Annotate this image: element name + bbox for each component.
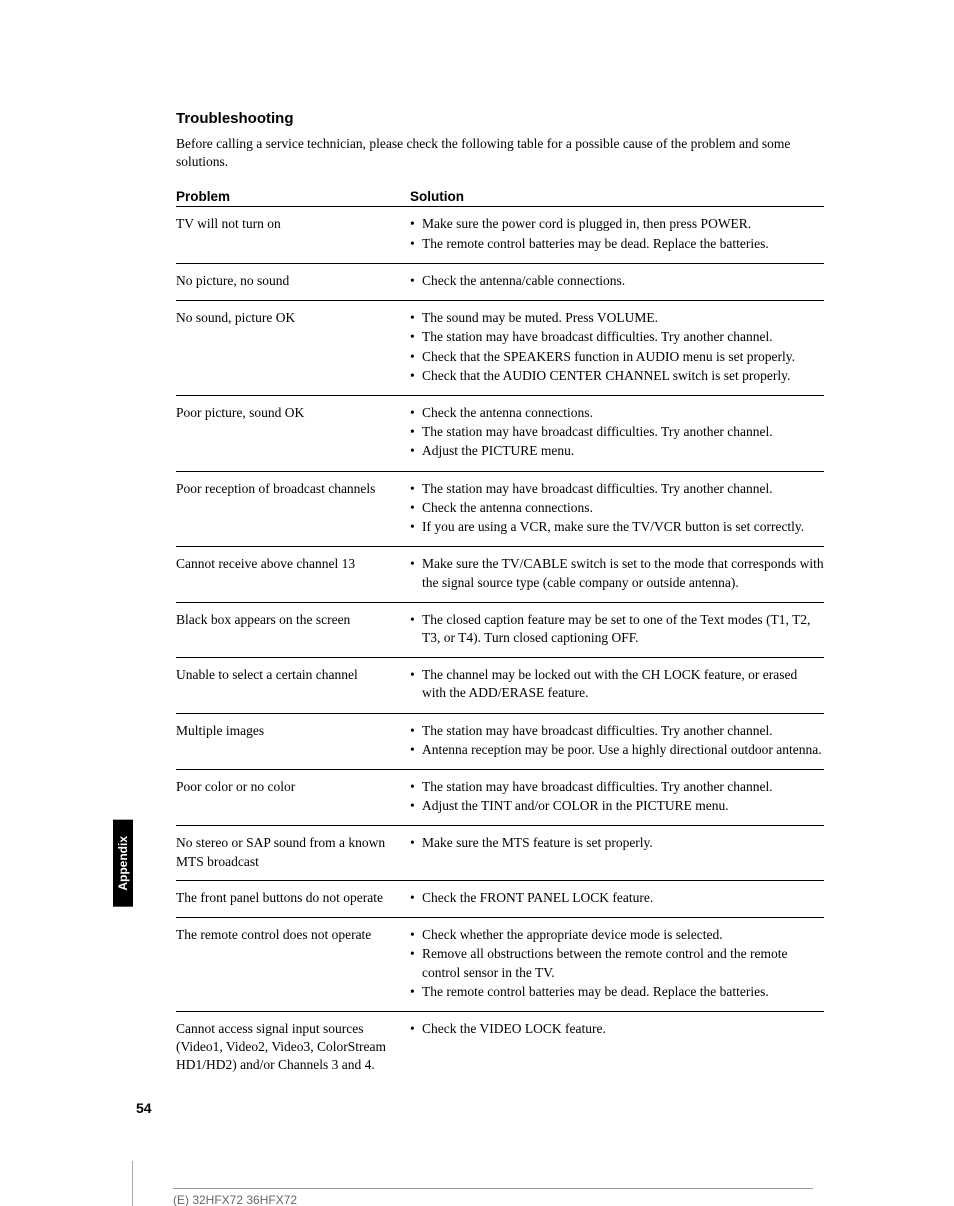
table-row: Poor color or no colorThe station may ha… (176, 770, 824, 826)
solution-item: Check that the AUDIO CENTER CHANNEL swit… (410, 367, 824, 385)
intro-text: Before calling a service technician, ple… (176, 135, 824, 171)
solution-item: Remove all obstructions between the remo… (410, 945, 824, 981)
problem-cell: Poor picture, sound OK (176, 404, 410, 462)
solution-item: The remote control batteries may be dead… (410, 983, 824, 1001)
problem-cell: The front panel buttons do not operate (176, 889, 410, 908)
solution-item: If you are using a VCR, make sure the TV… (410, 518, 824, 536)
solution-cell: The closed caption feature may be set to… (410, 611, 824, 648)
table-row: No sound, picture OKThe sound may be mut… (176, 301, 824, 396)
solution-item: Check the antenna connections. (410, 499, 824, 517)
solution-item: Check whether the appropriate device mod… (410, 926, 824, 944)
solution-cell: Check the VIDEO LOCK feature. (410, 1020, 824, 1075)
table-row: Unable to select a certain channelThe ch… (176, 658, 824, 713)
solution-item: Check the FRONT PANEL LOCK feature. (410, 889, 824, 907)
problem-cell: Cannot access signal input sources (Vide… (176, 1020, 410, 1075)
solution-item: The sound may be muted. Press VOLUME. (410, 309, 824, 327)
problem-cell: No stereo or SAP sound from a known MTS … (176, 834, 410, 870)
problem-cell: No sound, picture OK (176, 309, 410, 386)
table-row: The front panel buttons do not operateCh… (176, 881, 824, 918)
table-row: No stereo or SAP sound from a known MTS … (176, 826, 824, 880)
solution-cell: The station may have broadcast difficult… (410, 722, 824, 760)
problem-cell: TV will not turn on (176, 215, 410, 253)
solution-item: Check that the SPEAKERS function in AUDI… (410, 348, 824, 366)
solution-item: Adjust the PICTURE menu. (410, 442, 824, 460)
solution-cell: The station may have broadcast difficult… (410, 480, 824, 538)
solution-item: Make sure the MTS feature is set properl… (410, 834, 824, 852)
table-row: The remote control does not operateCheck… (176, 918, 824, 1012)
solution-item: The station may have broadcast difficult… (410, 722, 824, 740)
solution-item: The station may have broadcast difficult… (410, 480, 824, 498)
solution-item: Check the VIDEO LOCK feature. (410, 1020, 824, 1038)
solution-cell: The station may have broadcast difficult… (410, 778, 824, 816)
appendix-tab: Appendix (113, 820, 133, 907)
solution-cell: The channel may be locked out with the C… (410, 666, 824, 703)
solution-item: The channel may be locked out with the C… (410, 666, 824, 702)
solution-item: The station may have broadcast difficult… (410, 423, 824, 441)
problem-cell: The remote control does not operate (176, 926, 410, 1002)
table-header-row: Problem Solution (176, 189, 824, 207)
solution-cell: Make sure the TV/CABLE switch is set to … (410, 555, 824, 592)
header-solution: Solution (410, 189, 464, 204)
solution-item: The closed caption feature may be set to… (410, 611, 824, 647)
problem-cell: Unable to select a certain channel (176, 666, 410, 703)
solution-item: Adjust the TINT and/or COLOR in the PICT… (410, 797, 824, 815)
table-row: Poor reception of broadcast channelsThe … (176, 472, 824, 548)
header-problem: Problem (176, 189, 410, 204)
troubleshooting-heading: Troubleshooting (176, 110, 824, 127)
solution-item: The remote control batteries may be dead… (410, 235, 824, 253)
solution-cell: Check whether the appropriate device mod… (410, 926, 824, 1002)
table-row: Black box appears on the screenThe close… (176, 603, 824, 658)
table-row: TV will not turn onMake sure the power c… (176, 207, 824, 263)
solution-item: The station may have broadcast difficult… (410, 778, 824, 796)
problem-cell: Poor color or no color (176, 778, 410, 816)
page-number: 54 (136, 1100, 152, 1116)
problem-cell: Poor reception of broadcast channels (176, 480, 410, 538)
table-row: Poor picture, sound OKCheck the antenna … (176, 396, 824, 472)
table-row: Multiple imagesThe station may have broa… (176, 714, 824, 770)
solution-item: Make sure the TV/CABLE switch is set to … (410, 555, 824, 591)
problem-cell: Cannot receive above channel 13 (176, 555, 410, 592)
table-row: No picture, no soundCheck the antenna/ca… (176, 264, 824, 301)
problem-cell: No picture, no sound (176, 272, 410, 291)
table-row: Cannot access signal input sources (Vide… (176, 1012, 824, 1084)
solution-cell: The sound may be muted. Press VOLUME.The… (410, 309, 824, 386)
solution-item: Check the antenna connections. (410, 404, 824, 422)
solution-item: Check the antenna/cable connections. (410, 272, 824, 290)
solution-cell: Check the antenna connections.The statio… (410, 404, 824, 462)
solution-cell: Make sure the MTS feature is set properl… (410, 834, 824, 870)
table-row: Cannot receive above channel 13Make sure… (176, 547, 824, 602)
solution-cell: Check the FRONT PANEL LOCK feature. (410, 889, 824, 908)
problem-cell: Black box appears on the screen (176, 611, 410, 648)
problem-cell: Multiple images (176, 722, 410, 760)
solution-cell: Make sure the power cord is plugged in, … (410, 215, 824, 253)
solution-item: Antenna reception may be poor. Use a hig… (410, 741, 824, 759)
footer-text: (E) 32HFX72 36HFX72 (173, 1188, 813, 1206)
troubleshooting-table-body: TV will not turn onMake sure the power c… (176, 207, 824, 1083)
solution-cell: Check the antenna/cable connections. (410, 272, 824, 291)
solution-item: The station may have broadcast difficult… (410, 328, 824, 346)
vertical-divider (132, 1161, 133, 1206)
solution-item: Make sure the power cord is plugged in, … (410, 215, 824, 233)
